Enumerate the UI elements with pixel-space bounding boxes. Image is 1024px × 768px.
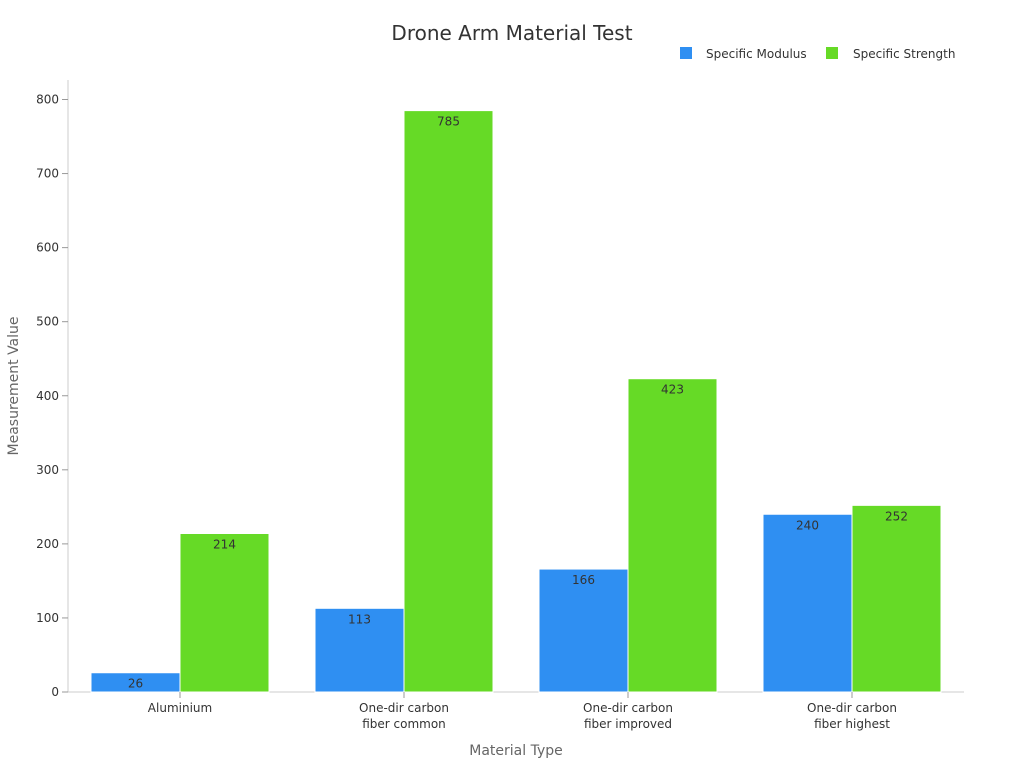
x-tick-label: One-dir carbon fiber common bbox=[359, 701, 449, 731]
data-label: 423 bbox=[661, 383, 684, 397]
bar-specific-modulus bbox=[538, 568, 629, 693]
y-axis-ticks: 0 100 200 300 400 500 600 700 800 bbox=[36, 93, 68, 699]
y-tick-label: 0 bbox=[51, 685, 59, 699]
data-label: 26 bbox=[128, 677, 143, 691]
legend-label-specific-strength: Specific Strength bbox=[853, 47, 955, 61]
y-tick-label: 500 bbox=[36, 315, 59, 329]
y-tick-label: 300 bbox=[36, 463, 59, 477]
y-tick-label: 100 bbox=[36, 611, 59, 625]
bars: 26 214 113 785 166 423 240 252 bbox=[90, 110, 942, 693]
y-tick-label: 400 bbox=[36, 389, 59, 403]
bar-specific-modulus bbox=[762, 513, 853, 693]
legend-swatch-specific-modulus bbox=[680, 47, 692, 59]
x-axis-title: Material Type bbox=[469, 743, 562, 759]
x-axis-ticks: Aluminium One-dir carbon fiber common One-d… bbox=[148, 692, 897, 731]
y-tick-label: 600 bbox=[36, 241, 59, 255]
data-label: 785 bbox=[437, 115, 460, 129]
legend-swatch-specific-strength bbox=[826, 47, 838, 59]
y-tick-label: 800 bbox=[36, 93, 59, 107]
bar-specific-strength bbox=[627, 378, 718, 693]
y-axis-title: Measurement Value bbox=[6, 316, 22, 455]
legend: Specific Modulus Specific Strength bbox=[680, 47, 955, 61]
data-label: 166 bbox=[572, 573, 595, 587]
data-label: 113 bbox=[348, 612, 371, 626]
y-tick-label: 700 bbox=[36, 167, 59, 181]
data-label: 252 bbox=[885, 509, 908, 523]
x-tick-label: One-dir carbon fiber highest bbox=[807, 701, 897, 731]
bar-specific-strength bbox=[851, 504, 942, 693]
data-label: 240 bbox=[796, 518, 819, 532]
bar-specific-strength bbox=[403, 110, 494, 693]
legend-label-specific-modulus: Specific Modulus bbox=[706, 47, 807, 61]
bar-specific-strength bbox=[179, 533, 270, 693]
data-label: 214 bbox=[213, 538, 236, 552]
x-tick-label: One-dir carbon fiber improved bbox=[583, 701, 673, 731]
y-tick-label: 200 bbox=[36, 537, 59, 551]
chart-title: Drone Arm Material Test bbox=[391, 21, 632, 45]
x-tick-label: Aluminium bbox=[148, 701, 212, 715]
